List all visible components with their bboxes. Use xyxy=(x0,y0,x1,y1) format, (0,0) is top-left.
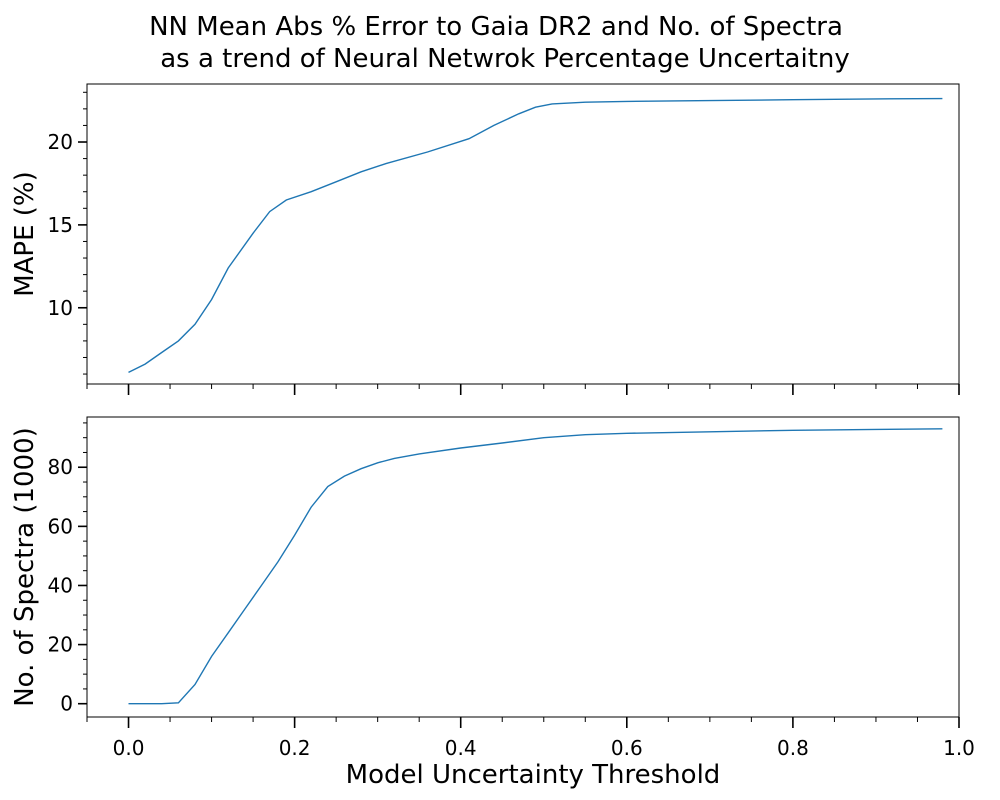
x-tick-label: 0.0 xyxy=(113,736,145,760)
spectra-axis-ticks: 0 20 40 60 80 0.0 0.2 0.4 0.6 0.8 1.0 xyxy=(48,422,975,760)
x-tick-label: 0.4 xyxy=(445,736,477,760)
spectra-plot-frame xyxy=(86,416,960,718)
x-tick-label: 0.2 xyxy=(279,736,311,760)
chart-title-line-2: as a trend of Neural Netwrok Percentage … xyxy=(160,44,850,74)
mape-y-axis-label: MAPE (%) xyxy=(10,171,40,297)
x-tick-label: 0.8 xyxy=(777,736,809,760)
mape-y-tick-label: 10 xyxy=(48,296,73,320)
spectra-y-axis-label: No. of Spectra (1000) xyxy=(10,427,40,707)
mape-y-tick-label: 15 xyxy=(48,213,73,237)
x-tick-label: 0.6 xyxy=(611,736,643,760)
x-tick-label: 1.0 xyxy=(943,736,975,760)
spectra-panel: 0 20 40 60 80 0.0 0.2 0.4 0.6 0.8 1.0 No. of Spect… xyxy=(10,416,975,790)
spectra-y-tick-label: 60 xyxy=(48,514,73,538)
x-axis-label: Model Uncertainty Threshold xyxy=(346,760,721,790)
mape-series-line xyxy=(128,97,943,374)
mape-panel: 10 15 20 MAPE (%) xyxy=(10,83,960,395)
spectra-series-line xyxy=(128,428,943,705)
spectra-y-tick-label: 0 xyxy=(60,692,73,716)
mape-plot-frame xyxy=(86,83,960,385)
spectra-y-tick-label: 40 xyxy=(48,573,73,597)
spectra-y-tick-label: 20 xyxy=(48,633,73,657)
mape-y-tick-label: 20 xyxy=(48,130,73,154)
chart-title-line-1: NN Mean Abs % Error to Gaia DR2 and No. … xyxy=(149,12,843,42)
spectra-y-tick-label: 80 xyxy=(48,455,73,479)
mape-axis-ticks: 10 15 20 xyxy=(48,91,960,395)
